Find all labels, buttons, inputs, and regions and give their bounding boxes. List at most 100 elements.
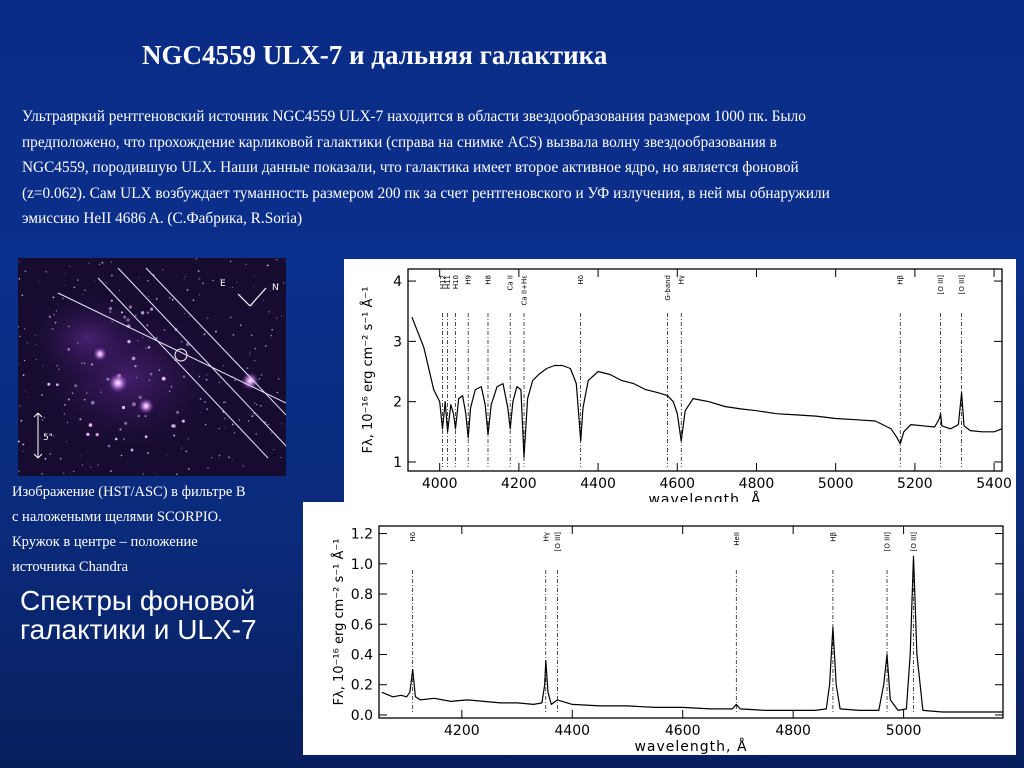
star [229,316,232,319]
star [130,448,134,452]
star [98,263,101,266]
star [101,261,104,264]
star [254,347,257,350]
star [162,268,164,271]
star [239,324,242,327]
star [192,299,195,302]
star [229,260,232,263]
star [254,414,255,416]
star [107,444,111,448]
star [58,368,60,370]
star [140,311,145,315]
star [176,473,178,475]
star [141,336,144,339]
star [90,363,93,366]
star [123,438,125,440]
star [253,285,255,287]
star [207,466,209,469]
compass [237,287,267,307]
star [266,264,269,267]
star [73,286,76,289]
star [145,347,147,350]
star [276,259,278,261]
star [182,375,186,378]
star [224,427,226,428]
spectrum-line [381,555,1003,713]
y-tick-label: 1 [393,455,402,471]
star [76,279,79,282]
star [228,456,230,459]
star [79,418,82,421]
star [134,314,137,317]
star [23,450,25,452]
x-axis-label: wavelength, Å [648,491,761,502]
star [81,464,83,466]
star [245,263,247,266]
star [254,360,256,362]
x-tick-label: 5200 [897,476,933,492]
star [238,419,241,421]
star [223,401,225,404]
star [127,339,131,344]
star [205,378,208,381]
star [155,298,158,300]
star [65,284,67,286]
scale-label: 5" [43,433,53,443]
star [267,423,269,426]
star [35,359,37,360]
y-tick-label: 0.6 [351,617,373,633]
star-cluster [93,347,107,361]
star [215,330,217,333]
star [41,473,43,475]
star [108,306,113,311]
star [34,334,36,337]
star [88,423,93,427]
star [231,423,234,426]
star [94,281,95,282]
star [187,468,190,470]
line-marker-label: H10 [452,275,460,289]
y-tick-label: 0.8 [351,587,373,603]
star [168,390,171,392]
star [198,375,201,378]
star [124,421,128,425]
star [224,401,227,403]
star [165,453,167,455]
star [170,385,173,388]
star [24,270,27,273]
star [71,392,74,394]
star [74,384,78,388]
star [148,295,150,297]
star [268,310,270,313]
star [41,419,44,421]
subtitle-line: Спектры фоновой [20,585,256,616]
star [188,315,190,318]
star [55,310,58,312]
star [158,369,161,371]
intro-line: эмиссию HeII 4686 A. (С.Фабрика, R.Soria… [22,210,303,227]
star [168,297,171,299]
star [73,470,75,473]
star [195,258,197,260]
star [277,283,279,285]
star [260,405,262,407]
star [144,435,148,439]
star [131,356,136,361]
star [19,335,21,338]
star-cluster [108,373,128,393]
star [149,372,153,376]
star [275,317,278,319]
star [110,299,113,302]
star [250,334,253,337]
line-marker-label: Hδ [409,532,417,542]
star [184,276,186,278]
star [197,270,200,272]
star [285,260,286,262]
line-marker-label: H11 [444,275,452,289]
star [62,297,64,300]
star [262,299,264,301]
star [253,275,255,277]
star [218,381,221,384]
star [126,318,130,322]
star [65,441,67,443]
